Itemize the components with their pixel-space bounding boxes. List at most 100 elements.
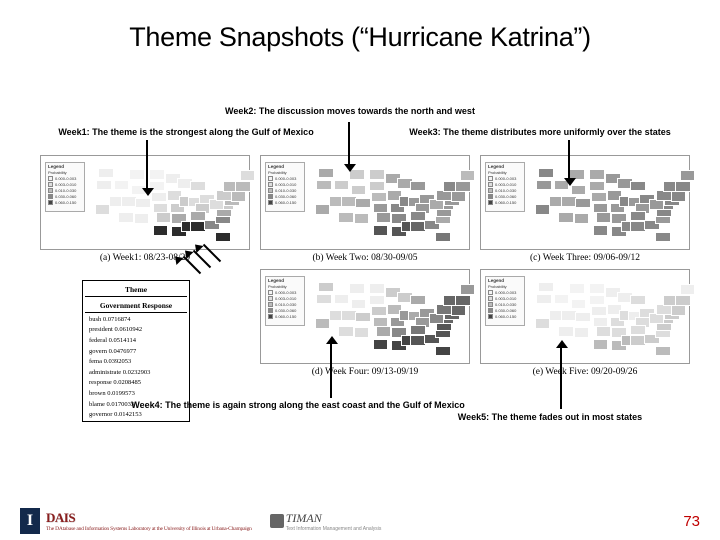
state-ok: [376, 212, 392, 223]
state-ok: [596, 326, 612, 337]
state-or: [536, 294, 552, 305]
state-me: [240, 170, 256, 181]
state-az: [118, 212, 134, 223]
state-ne: [591, 192, 607, 203]
state-wa: [318, 282, 334, 293]
state-sd: [369, 295, 385, 306]
map-e: LegendProbability0.000-0.0030.003-0.0100…: [480, 269, 690, 377]
map-c: LegendProbability0.000-0.0030.003-0.0100…: [480, 155, 690, 263]
state-ma: [675, 295, 691, 306]
state-az: [338, 212, 354, 223]
map-label-c: (c) Week Three: 09/06-09/12: [480, 253, 690, 263]
state-tx: [373, 339, 389, 350]
state-wy: [351, 299, 367, 310]
arrow-head-icon: [556, 340, 568, 348]
arrow-head-icon: [564, 178, 576, 186]
map-legend: LegendProbability0.000-0.0030.003-0.0100…: [485, 162, 525, 212]
state-nm: [134, 213, 150, 224]
timan-text: TIMAN: [286, 511, 382, 526]
state-wy: [571, 185, 587, 196]
state-sd: [369, 181, 385, 192]
state-tx: [593, 339, 609, 350]
state-nj: [671, 305, 687, 316]
map-label-e: (e) Week Five: 09/20-09/26: [480, 367, 690, 377]
footer: I DAIS The DAtabase and Information Syst…: [0, 508, 720, 534]
state-wa: [538, 282, 554, 293]
state-nj: [671, 191, 687, 202]
map-d: LegendProbability0.000-0.0030.003-0.0100…: [260, 269, 470, 377]
state-nm: [574, 327, 590, 338]
state-me: [460, 170, 476, 181]
state-fl: [655, 346, 671, 357]
state-tx: [373, 225, 389, 236]
state-me: [680, 170, 696, 181]
timan-subtitle: Text Information Management and Analysis: [286, 526, 382, 532]
map-legend: LegendProbability0.000-0.0030.003-0.0100…: [485, 276, 525, 326]
state-tx: [153, 225, 169, 236]
map-b: LegendProbability0.000-0.0030.003-0.0100…: [260, 155, 470, 263]
theme-row: response 0.0208485: [85, 379, 187, 388]
state-co: [355, 312, 371, 323]
state-wy: [571, 299, 587, 310]
arrow-week2: [348, 122, 350, 166]
state-ok: [596, 212, 612, 223]
state-fl: [215, 232, 231, 243]
state-wa: [98, 168, 114, 179]
state-mi: [630, 295, 646, 306]
state-nd: [589, 169, 605, 180]
state-id: [334, 294, 350, 305]
state-ok: [376, 326, 392, 337]
state-or: [96, 180, 112, 191]
state-id: [334, 180, 350, 191]
theme-row: federal 0.0514114: [85, 336, 187, 345]
state-ma: [455, 295, 471, 306]
state-co: [575, 198, 591, 209]
state-nd: [369, 283, 385, 294]
state-mi: [190, 181, 206, 192]
state-id: [554, 294, 570, 305]
arrow-week5: [560, 345, 562, 409]
state-fl: [435, 232, 451, 243]
state-nd: [369, 169, 385, 180]
state-mt: [569, 283, 585, 294]
state-or: [316, 294, 332, 305]
state-ne: [371, 306, 387, 317]
state-wa: [318, 168, 334, 179]
state-co: [575, 312, 591, 323]
state-mi: [630, 181, 646, 192]
page-number: 73: [683, 513, 700, 530]
state-tx: [593, 225, 609, 236]
state-fl: [435, 346, 451, 357]
state-or: [316, 180, 332, 191]
arrow-head-icon: [326, 336, 338, 344]
slide-title: Theme Snapshots (“Hurricane Katrina”): [0, 22, 720, 53]
state-wy: [351, 185, 367, 196]
map-legend: LegendProbability0.000-0.0030.003-0.0100…: [265, 276, 305, 326]
state-wa: [538, 168, 554, 179]
state-sd: [589, 295, 605, 306]
theme-row: fema 0.0392053: [85, 357, 187, 366]
timan-logo: TIMAN Text Information Management and An…: [270, 511, 382, 532]
state-co: [135, 198, 151, 209]
state-nd: [149, 169, 165, 180]
state-ma: [235, 181, 251, 192]
arrow-head-icon: [344, 164, 356, 172]
caption-week2: Week2: The discussion moves towards the …: [220, 107, 480, 117]
state-fl: [655, 232, 671, 243]
theme-row: administrate 0.0232903: [85, 368, 187, 377]
state-nd: [589, 283, 605, 294]
logo-block: I DAIS The DAtabase and Information Syst…: [20, 508, 381, 534]
arrow-week4: [330, 340, 332, 398]
arrow-week1: [146, 140, 148, 190]
caption-week1: Week1: The theme is the strongest along …: [52, 128, 320, 138]
state-nm: [354, 213, 370, 224]
theme-table-subheader: Government Response: [85, 299, 187, 313]
state-nm: [354, 327, 370, 338]
state-me: [460, 284, 476, 295]
caption-week5: Week5: The theme fades out in most state…: [422, 413, 678, 423]
map-legend: LegendProbability0.000-0.0030.003-0.0100…: [45, 162, 85, 212]
state-ma: [675, 181, 691, 192]
state-mi: [410, 181, 426, 192]
arrow-head-icon: [142, 188, 154, 196]
state-mi: [410, 295, 426, 306]
